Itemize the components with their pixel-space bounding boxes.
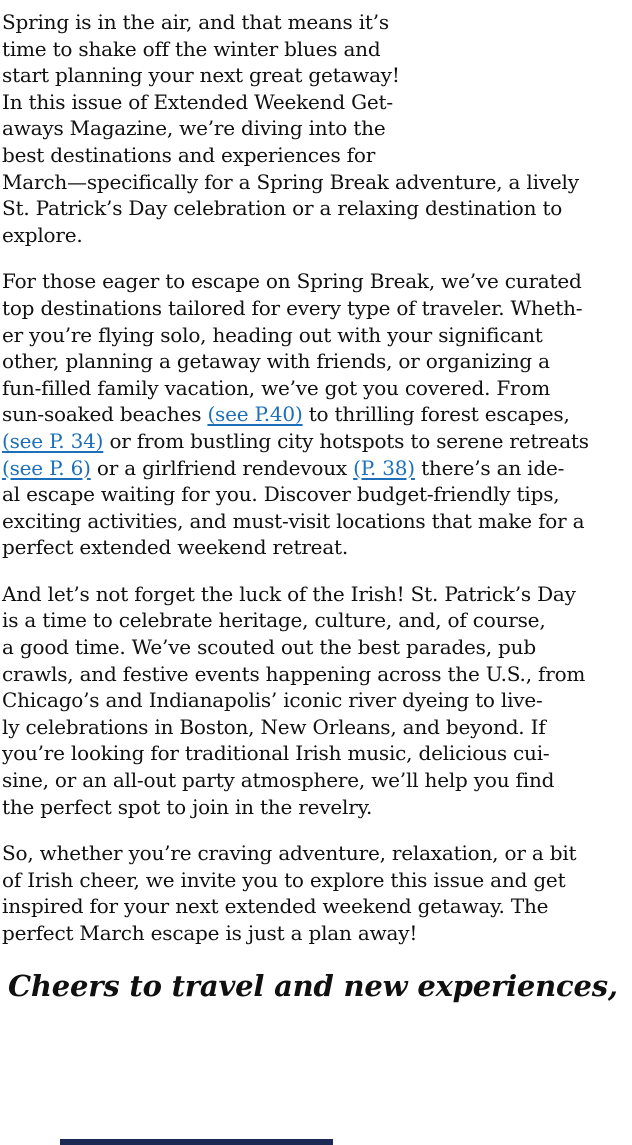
text-line: Spring is in the air, and that means it’…: [2, 9, 632, 36]
page-reference-link[interactable]: (P. 38): [353, 455, 415, 480]
text-line: fun-filled family vacation, we’ve got yo…: [2, 375, 632, 402]
text-line: perfect extended weekend retreat.: [2, 534, 632, 561]
text-line: Chicago’s and Indianapolis’ iconic river…: [2, 687, 632, 714]
text-line: the perfect spot to join in the revelry.: [2, 794, 632, 821]
letter-paragraphs: Spring is in the air, and that means it’…: [2, 9, 632, 947]
page-reference-link[interactable]: (see P. 6): [2, 455, 91, 480]
text-line: So, whether you’re craving adventure, re…: [2, 840, 632, 867]
text-span: crawls, and festive events happening acr…: [2, 661, 586, 686]
text-line: perfect March escape is just a plan away…: [2, 920, 632, 947]
text-line: a good time. We’ve scouted out the best …: [2, 634, 632, 661]
text-span: St. Patrick’s Day celebration or a relax…: [2, 196, 563, 221]
text-span: time to shake off the winter blues and: [2, 36, 381, 61]
text-span: And let’s not forget the luck of the Iri…: [2, 581, 576, 606]
text-span: of Irish cheer, we invite you to explore…: [2, 867, 566, 892]
text-span: perfect March escape is just a plan away…: [2, 921, 418, 945]
text-span: For those eager to escape on Spring Brea…: [2, 269, 582, 294]
paragraph: And let’s not forget the luck of the Iri…: [2, 581, 632, 820]
text-span: March—specifically for a Spring Break ad…: [2, 169, 579, 194]
paragraph: Spring is in the air, and that means it’…: [2, 9, 632, 248]
text-line: al escape waiting for you. Discover budg…: [2, 481, 632, 508]
text-line: er you’re flying solo, heading out with …: [2, 322, 632, 349]
text-span: al escape waiting for you. Discover budg…: [2, 482, 560, 507]
text-span: So, whether you’re craving adventure, re…: [2, 841, 577, 866]
editorial-letter: Spring is in the air, and that means it’…: [2, 9, 632, 1003]
text-span: Chicago’s and Indianapolis’ iconic river…: [2, 688, 543, 713]
text-line: ly celebrations in Boston, New Orleans, …: [2, 714, 632, 741]
text-line: (see P. 34) or from bustling city hotspo…: [2, 428, 632, 455]
page-reference-link[interactable]: (see P. 34): [2, 428, 104, 453]
text-span: start planning your next great getaway!: [2, 63, 400, 88]
text-line: In this issue of Extended Weekend Get-: [2, 89, 632, 116]
text-span: ly celebrations in Boston, New Orleans, …: [2, 714, 546, 739]
text-span: or from bustling city hotspots to serene…: [103, 428, 589, 453]
text-line: sun-soaked beaches (see P.40) to thrilli…: [2, 401, 632, 428]
text-line: sine, or an all-out party atmosphere, we…: [2, 767, 632, 794]
text-span: fun-filled family vacation, we’ve got yo…: [2, 375, 551, 400]
text-span: sine, or an all-out party atmosphere, we…: [2, 768, 555, 793]
text-line: you’re looking for traditional Irish mus…: [2, 740, 632, 767]
text-span: aways Magazine, we’re diving into the: [2, 116, 386, 141]
text-line: inspired for your next extended weekend …: [2, 893, 632, 920]
text-line: start planning your next great getaway!: [2, 62, 632, 89]
text-span: the perfect spot to join in the revelry.: [2, 794, 373, 819]
text-span: you’re looking for traditional Irish mus…: [2, 741, 550, 766]
text-span: exciting activities, and must-visit loca…: [2, 508, 585, 533]
bottom-accent-bar: [60, 1139, 333, 1145]
text-line: (see P. 6) or a girlfriend rendevoux (P.…: [2, 455, 632, 482]
text-span: is a time to celebrate heritage, culture…: [2, 608, 546, 633]
text-line: exciting activities, and must-visit loca…: [2, 508, 632, 535]
text-span: In this issue of Extended Weekend Get-: [2, 89, 393, 114]
text-span: or a girlfriend rendevoux: [90, 455, 354, 480]
text-line: time to shake off the winter blues and: [2, 36, 632, 63]
text-span: to thrilling forest escapes,: [302, 402, 570, 427]
text-span: sun-soaked beaches: [2, 402, 208, 427]
text-line: explore.: [2, 222, 632, 249]
text-line: of Irish cheer, we invite you to explore…: [2, 867, 632, 894]
text-line: other, planning a getaway with friends, …: [2, 348, 632, 375]
text-line: And let’s not forget the luck of the Iri…: [2, 581, 632, 608]
text-span: best destinations and experiences for: [2, 142, 376, 167]
text-line: St. Patrick’s Day celebration or a relax…: [2, 195, 632, 222]
text-span: er you’re flying solo, heading out with …: [2, 322, 543, 347]
text-line: top destinations tailored for every type…: [2, 295, 632, 322]
text-line: March—specifically for a Spring Break ad…: [2, 169, 632, 196]
text-span: other, planning a getaway with friends, …: [2, 349, 550, 374]
text-line: crawls, and festive events happening acr…: [2, 661, 632, 688]
paragraph: So, whether you’re craving adventure, re…: [2, 840, 632, 946]
text-line: For those eager to escape on Spring Brea…: [2, 268, 632, 295]
text-line: is a time to celebrate heritage, culture…: [2, 607, 632, 634]
closing-signature: Cheers to travel and new experiences,: [8, 968, 618, 1003]
text-span: perfect extended weekend retreat.: [2, 535, 349, 560]
text-span: top destinations tailored for every type…: [2, 295, 583, 320]
text-span: inspired for your next extended weekend …: [2, 894, 549, 919]
text-span: Spring is in the air, and that means it’…: [2, 10, 389, 34]
page-reference-link[interactable]: (see P.40): [207, 402, 303, 427]
text-span: there’s an ide-: [414, 455, 565, 480]
text-line: best destinations and experiences for: [2, 142, 632, 169]
text-line: aways Magazine, we’re diving into the: [2, 115, 632, 142]
paragraph: For those eager to escape on Spring Brea…: [2, 268, 632, 561]
text-span: explore.: [2, 222, 83, 247]
text-span: a good time. We’ve scouted out the best …: [2, 635, 536, 660]
